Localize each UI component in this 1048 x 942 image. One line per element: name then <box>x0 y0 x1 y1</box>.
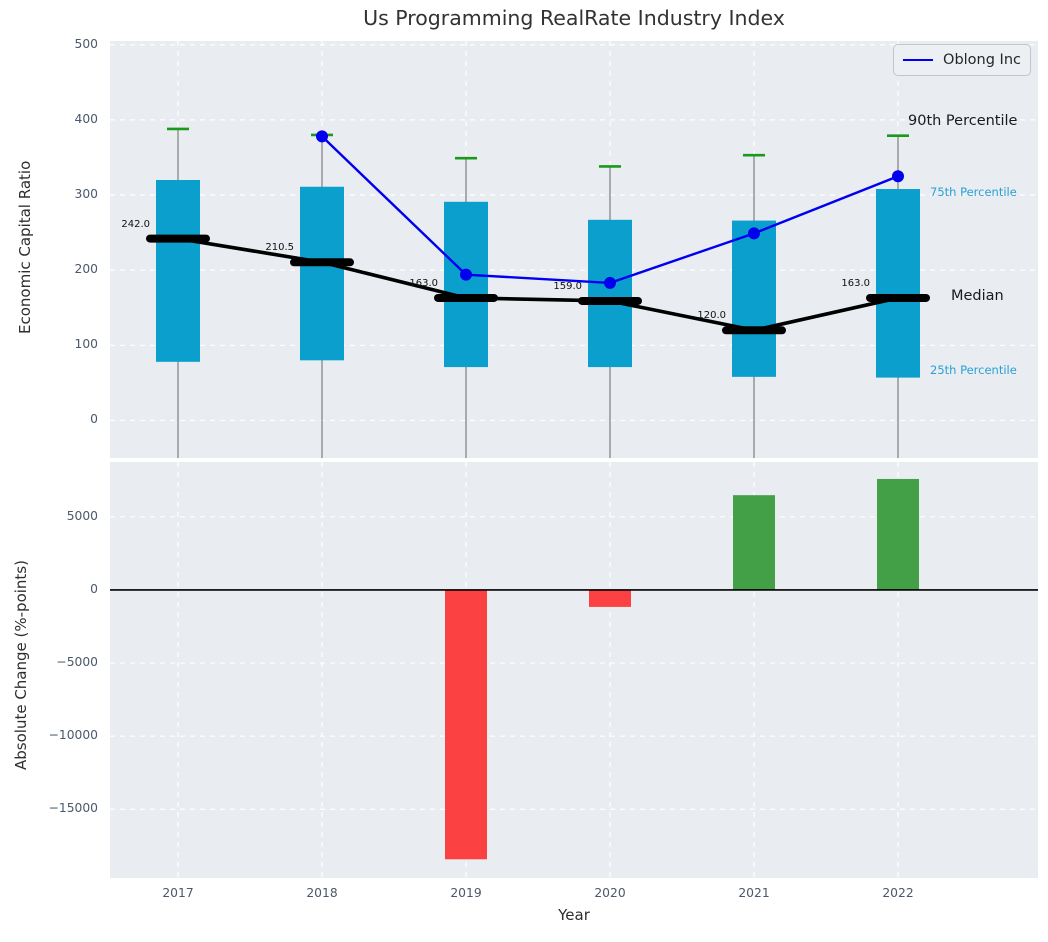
median-value-label-2022: 163.0 <box>841 277 870 289</box>
iqr-box-2020 <box>588 219 632 368</box>
x-tick-2017: 2017 <box>162 886 194 900</box>
median-value-label-2017: 242.0 <box>121 218 150 230</box>
oblong-point-2018 <box>316 130 328 143</box>
top-y-tick-300: 300 <box>74 187 98 202</box>
iqr-box-2017 <box>156 180 200 362</box>
change-bar-2022 <box>877 478 919 590</box>
x-tick-2018: 2018 <box>306 886 338 900</box>
x-axis-label: Year <box>558 906 590 924</box>
change-bar-2020 <box>589 589 631 607</box>
iqr-box-2021 <box>732 220 776 377</box>
annotation-75th-percentile: 75th Percentile <box>930 185 1017 199</box>
change-bar-2021 <box>733 495 775 590</box>
change-bar-2019 <box>445 589 487 860</box>
x-tick-2022: 2022 <box>882 886 914 900</box>
top-y-tick-200: 200 <box>74 262 98 277</box>
top-y-tick-100: 100 <box>74 337 98 352</box>
oblong-point-2021 <box>748 227 760 240</box>
bottom-y-tick-5000: 5000 <box>66 508 98 523</box>
median-value-label-2020: 159.0 <box>553 280 582 292</box>
annotation-25th-percentile: 25th Percentile <box>930 363 1017 377</box>
bottom-y-tick--15000: −15000 <box>48 801 98 816</box>
x-tick-2020: 2020 <box>594 886 626 900</box>
legend-box: Oblong Inc <box>893 44 1031 76</box>
chart-title: Us Programming RealRate Industry Index <box>363 6 785 30</box>
median-value-label-2021: 120.0 <box>697 310 726 322</box>
oblong-point-2022 <box>892 170 904 183</box>
iqr-box-2018 <box>300 186 344 361</box>
x-tick-2019: 2019 <box>450 886 482 900</box>
iqr-box-2019 <box>444 201 488 368</box>
legend-line-swatch-icon <box>903 59 934 61</box>
top-y-tick-0: 0 <box>90 412 98 427</box>
iqr-box-2022 <box>876 189 920 378</box>
median-value-label-2018: 210.5 <box>265 242 294 254</box>
median-value-label-2019: 163.0 <box>409 277 438 289</box>
oblong-point-2020 <box>604 276 616 289</box>
top-y-tick-500: 500 <box>74 36 98 51</box>
bottom-y-tick--10000: −10000 <box>48 728 98 743</box>
annotation-median: Median <box>951 288 1004 304</box>
annotation-90th-percentile: 90th Percentile <box>908 113 1018 129</box>
bottom-y-tick-0: 0 <box>90 581 98 596</box>
legend-label: Oblong Inc <box>943 52 1021 68</box>
x-tick-2021: 2021 <box>738 886 770 900</box>
top-y-tick-400: 400 <box>74 111 98 126</box>
oblong-point-2019 <box>460 268 472 281</box>
bottom-y-tick--5000: −5000 <box>56 655 98 670</box>
